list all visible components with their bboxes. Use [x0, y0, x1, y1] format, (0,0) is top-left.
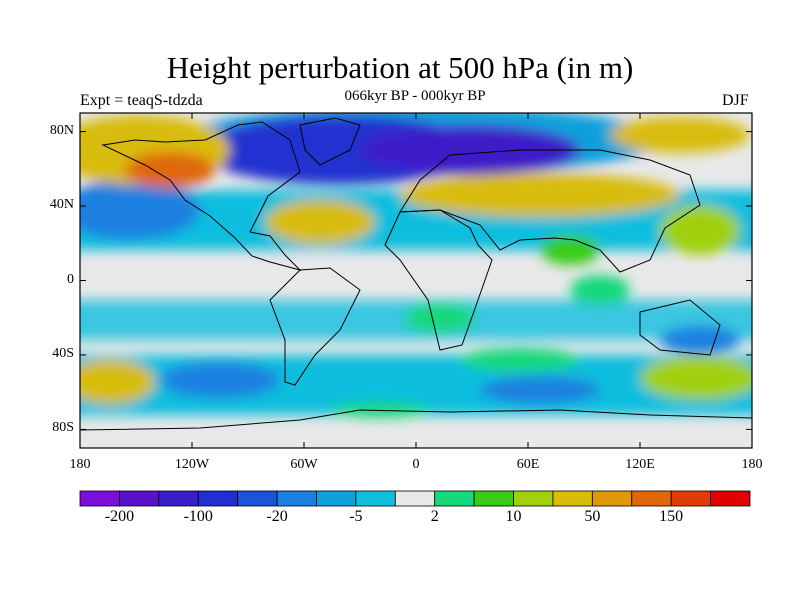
map-subtitle: 066kyr BP - 000kyr BP: [344, 88, 486, 104]
colorbar-label: 2: [430, 508, 439, 525]
colorbar-label: 50: [584, 508, 601, 525]
lon-tick-label: 60W: [290, 457, 318, 472]
colorbar-swatch: [473, 490, 514, 507]
lon-tick-label: 180: [69, 457, 91, 472]
lat-tick-label: 80N: [49, 122, 74, 138]
colorbar-label: -100: [183, 508, 213, 525]
colorbar-swatch: [631, 490, 672, 507]
colorbar-swatch: [355, 490, 396, 507]
lat-tick-label: 0: [67, 271, 74, 287]
colorbar-swatch: [276, 490, 317, 507]
colorbar-swatch: [394, 490, 436, 507]
colorbar-swatch: [710, 490, 751, 507]
season-label: DJF: [722, 92, 749, 109]
coastlines: [80, 117, 752, 431]
colorbar-swatch: [670, 490, 711, 507]
colorbar-label: -200: [104, 508, 135, 525]
colorbar-swatch: [513, 490, 554, 507]
colorbar-label: -20: [266, 508, 288, 525]
colorbar-label: -5: [349, 508, 363, 525]
colorbar-swatch: [119, 490, 160, 507]
lon-tick-label: 0: [412, 457, 420, 472]
height-perturbation-field: [80, 113, 752, 448]
colorbar-swatch: [316, 490, 357, 507]
lat-tick-label: 40N: [49, 197, 74, 213]
colorbar: [79, 490, 751, 507]
experiment-label: Expt = teaqS-tdzda: [80, 92, 203, 109]
lat-tick-label: 80S: [52, 420, 74, 436]
colorbar-swatch: [158, 490, 199, 507]
colorbar-swatch: [237, 490, 278, 507]
lat-tick-label: 40S: [52, 345, 74, 361]
colorbar-label: 150: [659, 508, 684, 525]
map-title: Height perturbation at 500 hPa (in m): [166, 50, 634, 85]
lon-tick-label: 60E: [516, 457, 540, 472]
colorbar-swatch: [591, 490, 633, 507]
lon-tick-label: 180: [741, 457, 763, 472]
colorbar-swatch: [434, 490, 475, 507]
colorbar-label: 10: [505, 508, 522, 525]
lon-tick-label: 120E: [625, 457, 655, 472]
axis-ticks: [79, 113, 753, 448]
colorbar-swatch: [79, 490, 120, 507]
colorbar-swatch: [552, 490, 593, 507]
colorbar-swatch: [197, 490, 239, 507]
lon-tick-label: 120W: [174, 457, 210, 472]
